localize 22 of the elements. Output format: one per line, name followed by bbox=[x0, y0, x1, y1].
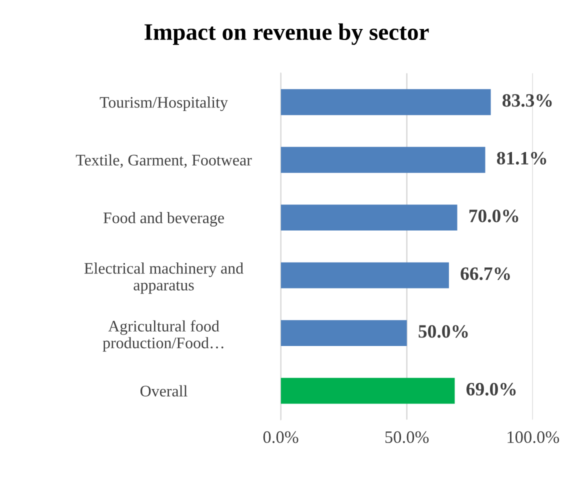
y-tick-label: Electrical machinery and apparatus bbox=[84, 262, 244, 294]
x-tick-label: 50.0% bbox=[385, 431, 429, 444]
data-label: 83.3% bbox=[502, 94, 552, 107]
chart-title: Impact on revenue by sector bbox=[144, 23, 429, 45]
data-label: 70.0% bbox=[469, 210, 518, 222]
bar bbox=[280, 262, 449, 288]
y-tick-label: Tourism/Hospitality bbox=[100, 96, 228, 112]
data-label: 69.0% bbox=[466, 382, 516, 396]
bar bbox=[280, 320, 407, 346]
data-label: 66.7% bbox=[460, 267, 510, 280]
y-tick-label: Textile, Garment, Footwear bbox=[76, 154, 252, 168]
y-tick-label: Food and beverage bbox=[103, 212, 224, 227]
y-tick-label: Overall bbox=[140, 385, 188, 397]
bar bbox=[280, 89, 491, 116]
bar bbox=[280, 146, 486, 173]
x-tick-label: 0.0% bbox=[263, 431, 298, 444]
y-tick-label: Agricultural food production/Food… bbox=[102, 320, 224, 352]
bar bbox=[280, 204, 458, 231]
data-label: 50.0% bbox=[418, 325, 468, 338]
x-tick-label: 100.0% bbox=[508, 431, 560, 444]
data-label: 81.1% bbox=[496, 152, 546, 165]
bar bbox=[280, 378, 455, 404]
